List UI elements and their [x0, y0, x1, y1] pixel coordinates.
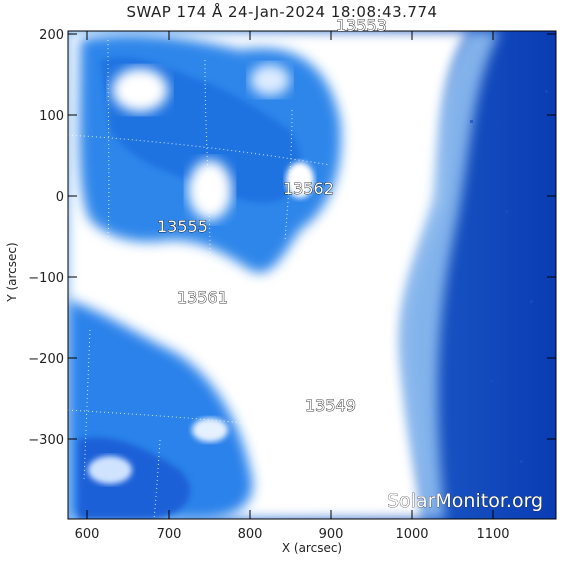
- active-region-labels: 13553 13562 13555 13561 13549: [157, 16, 388, 416]
- plot-frame: [67, 30, 557, 520]
- x-tick-label: 1100: [476, 527, 509, 542]
- active-region-label: 13553: [336, 16, 387, 35]
- x-axis: 600 700 800 900 1000 1100: [75, 31, 510, 542]
- x-tick-label: 600: [75, 527, 100, 542]
- plot-title: SWAP 174 Å 24-Jan-2024 18:08:43.774: [126, 3, 438, 21]
- active-region-label: 13561: [177, 288, 228, 307]
- active-region-label: 13562: [283, 179, 334, 198]
- x-axis-label: X (arcsec): [281, 541, 343, 555]
- y-axis-label: Y (arcsec): [5, 242, 19, 302]
- x-tick-label: 800: [238, 527, 263, 542]
- y-tick-label: −300: [28, 433, 64, 448]
- y-tick-label: −100: [28, 271, 64, 286]
- active-region-label: 13549: [305, 396, 356, 415]
- x-tick-label: 900: [319, 527, 344, 542]
- active-region-label: 13555: [157, 217, 208, 236]
- solarmonitor-watermark: SolarMonitor.org: [387, 490, 543, 512]
- y-tick-label: 0: [56, 190, 64, 205]
- x-tick-label: 1000: [395, 527, 428, 542]
- y-tick-label: 100: [39, 109, 64, 124]
- y-tick-label: −200: [28, 352, 64, 367]
- y-tick-label: 200: [39, 28, 64, 43]
- swap-image: [68, 31, 556, 519]
- x-tick-label: 700: [157, 527, 182, 542]
- y-axis: 200 100 0 −100 −200 −300: [28, 28, 556, 448]
